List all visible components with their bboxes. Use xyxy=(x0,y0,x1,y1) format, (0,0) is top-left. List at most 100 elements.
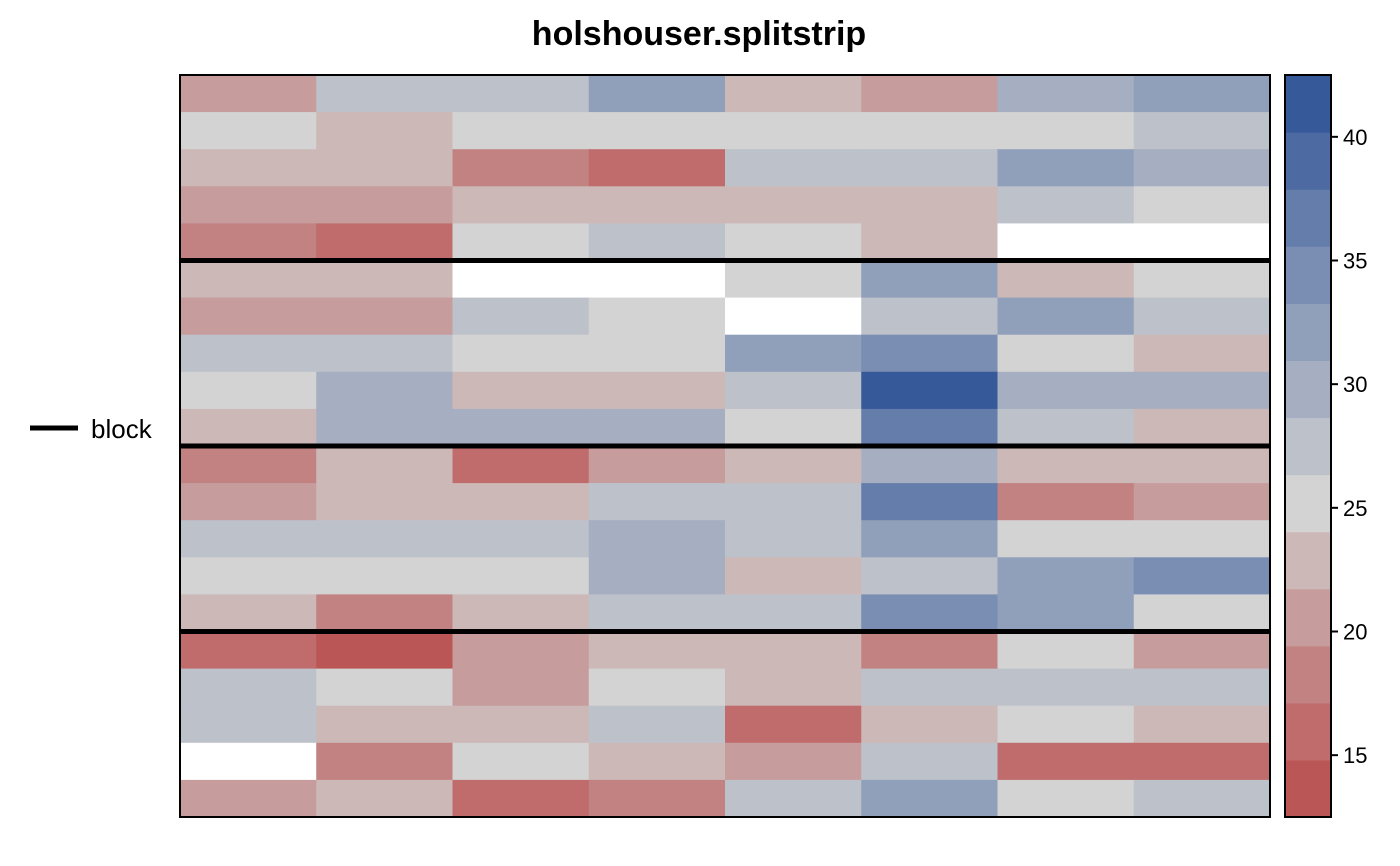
heatmap-cell xyxy=(180,594,317,633)
heatmap-cell xyxy=(588,446,726,484)
heatmap-cell xyxy=(997,149,1135,187)
heatmap-cell xyxy=(997,520,1135,558)
heatmap-cell xyxy=(316,668,454,707)
heatmap-cell xyxy=(316,149,454,187)
heatmap-cell xyxy=(452,446,590,484)
heatmap-cell xyxy=(588,483,726,521)
heatmap-cell xyxy=(588,557,726,595)
heatmap-cell xyxy=(180,186,317,224)
heatmap-cell xyxy=(316,260,454,299)
heatmap-cell xyxy=(588,223,726,262)
heatmap-cell xyxy=(861,557,999,595)
heatmap-cell xyxy=(1133,297,1271,336)
colorbar-tick-label: 40 xyxy=(1343,125,1367,150)
heatmap-cell xyxy=(452,186,590,224)
heatmap-cell xyxy=(725,668,862,707)
colorbar-tick-label: 35 xyxy=(1343,249,1367,274)
heatmap-cell xyxy=(725,186,862,224)
heatmap-cell xyxy=(588,631,726,670)
heatmap-cell xyxy=(180,223,317,262)
heatmap-cell xyxy=(997,483,1135,521)
heatmap-cell xyxy=(180,483,317,521)
heatmap-cell xyxy=(180,668,317,707)
heatmap-cell xyxy=(861,297,999,336)
heatmap-cell xyxy=(725,112,862,150)
colorbar-bin xyxy=(1285,531,1331,590)
heatmap-cell xyxy=(997,779,1135,818)
colorbar-bin xyxy=(1285,246,1331,304)
heatmap-cell xyxy=(725,75,862,113)
heatmap-cell xyxy=(1133,149,1271,187)
heatmap-cell xyxy=(452,742,590,781)
heatmap-cell xyxy=(180,297,317,336)
heatmap-cell xyxy=(861,446,999,484)
heatmap-cell xyxy=(1133,260,1271,299)
chart-title: holshouser.splitstrip xyxy=(532,15,866,53)
heatmap-cell xyxy=(861,668,999,707)
heatmap-cell xyxy=(861,408,999,447)
heatmap-cell xyxy=(180,260,317,299)
heatmap-cell xyxy=(180,334,317,373)
heatmap-cell xyxy=(452,297,590,336)
heatmap-cell xyxy=(180,149,317,187)
colorbar-bin xyxy=(1285,132,1331,190)
heatmap-cell xyxy=(997,408,1135,447)
heatmap-cell xyxy=(180,557,317,595)
heatmap-cell xyxy=(861,742,999,781)
heatmap-cell xyxy=(452,408,590,447)
heatmap-cell xyxy=(316,483,454,521)
heatmap-cell xyxy=(588,297,726,336)
heatmap-cell xyxy=(725,594,862,633)
heatmap-cell xyxy=(861,594,999,633)
heatmap-cell xyxy=(452,668,590,707)
heatmap-cell xyxy=(316,742,454,781)
heatmap-cell xyxy=(452,223,590,262)
heatmap-cell xyxy=(316,631,454,670)
heatmap-cell xyxy=(725,223,862,262)
heatmap-cell xyxy=(316,223,454,262)
heatmap-cell xyxy=(861,334,999,373)
colorbar-tick-label: 15 xyxy=(1343,743,1367,768)
heatmap-cell xyxy=(997,334,1135,373)
colorbar-bin xyxy=(1285,303,1331,361)
colorbar xyxy=(1285,75,1331,818)
heatmap-cell xyxy=(997,112,1135,150)
heatmap-cell xyxy=(588,408,726,447)
heatmap-cell xyxy=(180,446,317,484)
heatmap-cell xyxy=(861,483,999,521)
heatmap-cell xyxy=(1133,334,1271,373)
heatmap-cell xyxy=(316,75,454,113)
heatmap-cell xyxy=(861,186,999,224)
heatmap-cell xyxy=(861,260,999,299)
heatmap-cell xyxy=(861,371,999,410)
heatmap-cell xyxy=(861,779,999,818)
heatmap-cell xyxy=(997,260,1135,299)
heatmap-cell xyxy=(997,668,1135,707)
heatmap-cell xyxy=(725,520,862,558)
plot-frame xyxy=(179,74,1271,818)
heatmap-cell xyxy=(316,557,454,595)
heatmap-cell xyxy=(861,149,999,187)
heatmap-cell xyxy=(588,186,726,224)
heatmap-cell xyxy=(588,705,726,744)
heatmap-cell xyxy=(1133,668,1271,707)
heatmap-cell xyxy=(1133,186,1271,224)
heatmap-cells xyxy=(180,75,1271,818)
heatmap-cell xyxy=(997,223,1135,262)
legend: block xyxy=(30,414,153,444)
colorbar-bin xyxy=(1285,702,1331,761)
heatmap-cell xyxy=(180,408,317,447)
heatmap-cell xyxy=(180,779,317,818)
heatmap-cell xyxy=(180,631,317,670)
heatmap-cell xyxy=(180,112,317,150)
colorbar-tick-label: 30 xyxy=(1343,372,1367,397)
heatmap-cell xyxy=(1133,446,1271,484)
heatmap-cell xyxy=(452,483,590,521)
colorbar-tick-label: 20 xyxy=(1343,620,1367,645)
heatmap-cell xyxy=(997,186,1135,224)
heatmap-cell xyxy=(725,334,862,373)
heatmap-cell xyxy=(316,334,454,373)
heatmap-cell xyxy=(452,371,590,410)
heatmap-cell xyxy=(861,75,999,113)
